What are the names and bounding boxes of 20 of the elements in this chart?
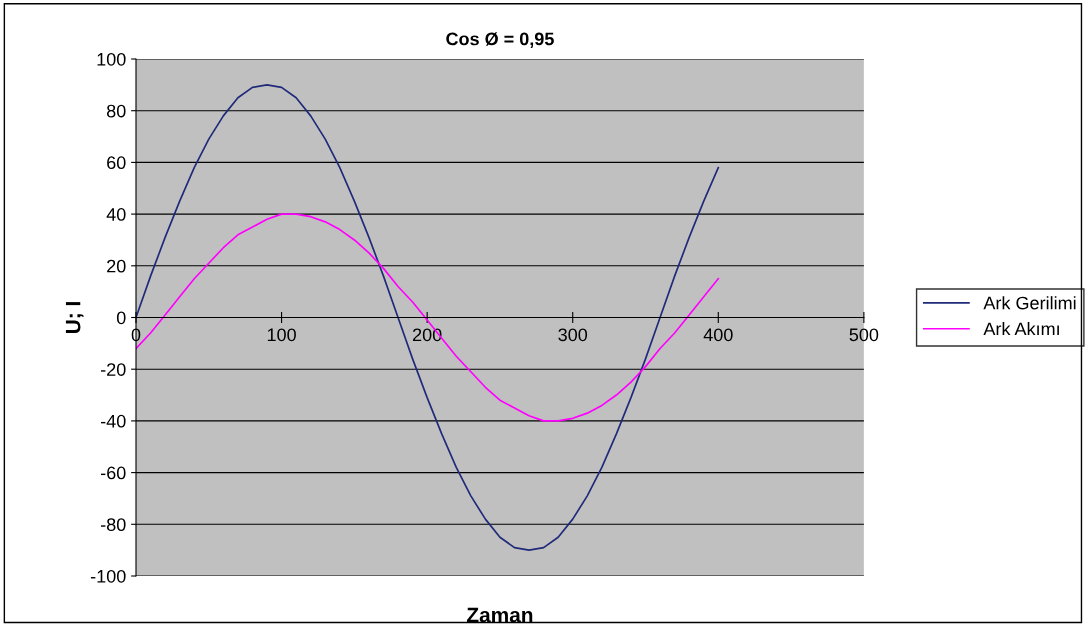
y-tick-label: 100: [97, 52, 126, 66]
legend-label: Ark Gerilimi: [983, 296, 1076, 310]
chart-title: Cos Ø = 0,95: [446, 32, 554, 48]
x-tick-label: 500: [849, 328, 879, 342]
y-tick-label: -40: [100, 414, 126, 428]
y-axis-title: U; I: [65, 302, 84, 334]
y-tick-label: 80: [106, 104, 126, 118]
y-tick-label: -60: [100, 466, 126, 480]
y-tick-label: 0: [116, 311, 126, 325]
x-axis-title: Zaman: [466, 607, 533, 623]
y-tick-label: 40: [106, 208, 126, 221]
x-tick-label: 400: [703, 328, 733, 342]
y-tick-label: -20: [100, 363, 126, 376]
y-tick-label: -80: [100, 518, 126, 532]
legend-label: Ark Akımı: [983, 322, 1059, 336]
y-tick-label: 60: [107, 156, 126, 170]
y-tick-label: 20: [107, 259, 126, 273]
x-tick-label: 100: [267, 328, 296, 342]
x-tick-label: 300: [558, 328, 588, 342]
y-tick-label: -100: [90, 569, 126, 583]
